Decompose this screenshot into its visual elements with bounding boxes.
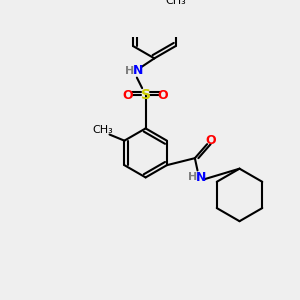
Text: O: O <box>123 88 134 102</box>
Text: CH₃: CH₃ <box>165 0 186 6</box>
Text: N: N <box>196 171 206 184</box>
Text: O: O <box>205 134 216 147</box>
Text: N: N <box>133 64 143 77</box>
Text: H: H <box>188 172 197 182</box>
Text: O: O <box>158 88 168 102</box>
Text: H: H <box>125 66 134 76</box>
Text: CH₃: CH₃ <box>92 125 113 135</box>
Text: S: S <box>141 88 151 102</box>
